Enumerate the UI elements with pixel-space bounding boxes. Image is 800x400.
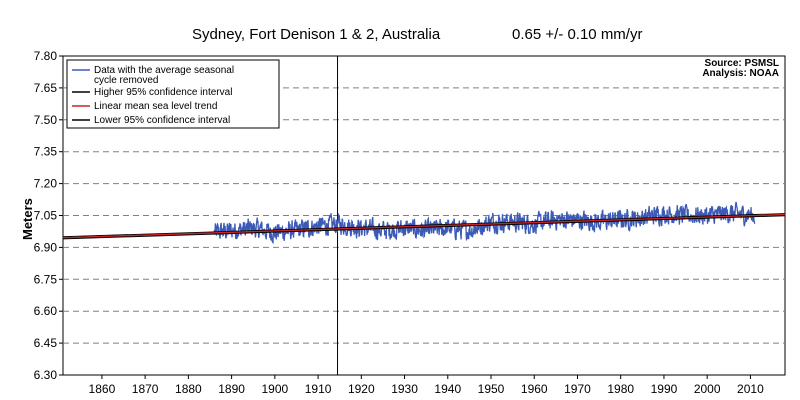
x-tick-label: 1900 <box>261 382 288 396</box>
y-tick-label: 7.35 <box>34 145 58 159</box>
x-tick-label: 1940 <box>434 382 461 396</box>
legend-label-higher-ci: Higher 95% confidence interval <box>94 87 232 98</box>
y-tick-label: 7.20 <box>34 177 58 191</box>
x-tick-label: 1990 <box>651 382 678 396</box>
x-tick-label: 2000 <box>694 382 721 396</box>
x-tick-label: 1920 <box>348 382 375 396</box>
y-tick-label: 6.60 <box>34 304 58 318</box>
lower-ci-line <box>62 215 786 240</box>
y-tick-label: 7.65 <box>34 81 58 95</box>
higher-ci-line <box>62 213 786 238</box>
x-tick-label: 1980 <box>607 382 634 396</box>
x-tick-label: 1960 <box>521 382 548 396</box>
x-tick-label: 2010 <box>737 382 764 396</box>
y-tick-label: 6.75 <box>34 272 58 286</box>
y-tick-label: 6.30 <box>34 368 58 382</box>
legend-label-data-2: cycle removed <box>94 75 158 86</box>
axis-layer: 6.30 6.45 6.60 6.75 6.90 7.05 7.20 7.35 7.50 7.65… <box>34 49 764 396</box>
x-tick-label: 1860 <box>89 382 116 396</box>
chart-title: Sydney, Fort Denison 1 & 2, Australia <box>192 26 441 43</box>
legend-label-lower-ci: Lower 95% confidence interval <box>94 115 230 126</box>
legend: Data with the average seasonal cycle rem… <box>66 59 280 129</box>
legend-label-trend: Linear mean sea level trend <box>94 101 217 112</box>
y-axis-title: Meters <box>20 198 35 240</box>
x-tick-label: 1930 <box>391 382 418 396</box>
analysis-label: Analysis: NOAA <box>702 68 779 79</box>
y-tick-label: 7.05 <box>34 209 58 223</box>
x-tick-label: 1870 <box>132 382 159 396</box>
x-tick-label: 1910 <box>305 382 332 396</box>
y-tick-label: 7.80 <box>34 49 58 63</box>
x-tick-label: 1970 <box>564 382 591 396</box>
x-tick-label: 1880 <box>175 382 202 396</box>
y-tick-label: 7.50 <box>34 113 58 127</box>
trend-line <box>62 213 786 239</box>
x-tick-label: 1890 <box>218 382 245 396</box>
source-label: Source: PSMSL <box>705 58 779 69</box>
x-tick-label: 1950 <box>478 382 505 396</box>
trend-rate-label: 0.65 +/- 0.10 mm/yr <box>512 26 642 43</box>
legend-label-data-1: Data with the average seasonal <box>94 65 234 76</box>
y-tick-label: 6.45 <box>34 336 58 350</box>
legend-box <box>66 59 280 129</box>
y-tick-label: 6.90 <box>34 240 58 254</box>
series-layer <box>62 56 786 375</box>
